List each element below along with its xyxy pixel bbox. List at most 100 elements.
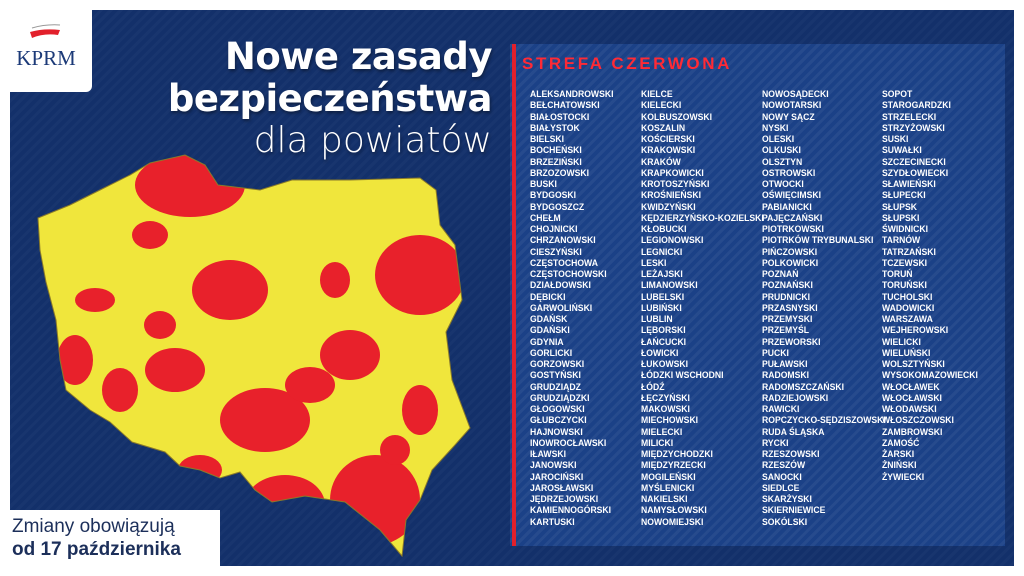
list-item: NAMYSŁOWSKI: [641, 505, 707, 517]
list-item: BYDGOSKI: [530, 190, 577, 202]
list-item: RADOMSZCZAŃSKI: [762, 381, 845, 393]
list-item: BRZOZOWSKI: [530, 167, 590, 179]
list-item: WŁOCŁAWEK: [882, 381, 940, 393]
list-item: SZCZECINECKI: [882, 156, 946, 168]
list-item: KRAKÓW: [641, 156, 681, 168]
list-item: WADOWICKI: [882, 302, 935, 314]
list-item: SZYDŁOWIECKI: [882, 167, 949, 179]
list-item: PRZEMYŚL: [762, 325, 810, 337]
list-item: CIESZYŃSKI: [530, 246, 582, 258]
red-accent-bar: [512, 44, 516, 546]
list-item: OTWOCKI: [762, 179, 804, 190]
list-item: SUWAŁKI: [882, 145, 922, 157]
list-item: RZESZÓW: [762, 460, 806, 472]
list-item: CZĘSTOCHOWA: [530, 257, 598, 269]
list-item: GŁUBCZYCKI: [530, 415, 587, 427]
polish-flag-icon: [30, 24, 61, 38]
list-item: KOSZALIN: [641, 122, 686, 134]
list-item: WŁOSZCZOWSKI: [882, 415, 954, 427]
list-item: LUBIŃSKI: [641, 302, 682, 314]
list-item: NOWOSĄDECKI: [762, 89, 829, 100]
red-zone-list-panel: [510, 44, 1005, 546]
map-yellow-zone: [38, 155, 470, 556]
list-item: ROPCZYCKO-SĘDZISZOWSKI: [762, 415, 886, 427]
list-item: OLSZTYN: [762, 156, 803, 168]
list-item: JAROCIŃSKI: [530, 471, 584, 483]
list-item: PRZEMYSKI: [762, 314, 813, 325]
list-item: LESKI: [641, 257, 667, 269]
list-item: STAROGARDZKI: [882, 100, 951, 112]
list-item: KAMIENNOGÓRSKI: [530, 505, 612, 517]
list-item: NYSKI: [762, 122, 789, 134]
logo-text: KPRM: [16, 46, 76, 70]
list-item: PABIANICKI: [762, 201, 812, 213]
list-item: PAJĘCZAŃSKI: [762, 212, 823, 224]
list-item: GORLICKI: [530, 347, 573, 359]
list-item: WOLSZTYŃSKI: [882, 359, 945, 370]
list-item: KIELECKI: [641, 100, 682, 112]
list-item: LEGNICKI: [641, 246, 683, 258]
list-item: BIELSKI: [530, 134, 565, 145]
list-item: SŁUPSKI: [882, 212, 920, 224]
footer-note: Zmiany obowiązują od 17 października: [0, 510, 220, 566]
list-column-2: KIELCE KIELECKI KOLBUSZOWSKI KOSZALIN KOŚCIE…: [641, 89, 777, 528]
list-item: SOKÓLSKI: [762, 516, 808, 528]
list-item: TORUŃSKI: [882, 280, 927, 292]
list-item: PIOTRKOWSKI: [762, 224, 824, 235]
list-item: WIELICKI: [882, 336, 921, 348]
list-item: MIĘDZYCHODZKI: [641, 449, 713, 460]
list-item: SŁUPECKI: [882, 190, 926, 202]
list-item: LIMANOWSKI: [641, 280, 698, 292]
footer-line-1: Zmiany obowiązują: [12, 516, 175, 537]
kprm-logo: KPRM: [0, 0, 92, 92]
list-item: INOWROCŁAWSKI: [530, 437, 607, 449]
list-item: WIELUŃSKI: [882, 347, 931, 359]
list-item: ŻARSKI: [882, 449, 915, 460]
list-item: SŁUPSK: [882, 201, 918, 213]
list-item: TUCHOLSKI: [882, 291, 933, 303]
list-item: PRUDNICKI: [762, 291, 810, 303]
list-item: DZIAŁDOWSKI: [530, 280, 591, 292]
list-item: ŁOWICKI: [641, 347, 679, 359]
list-item: LUBLIN: [641, 314, 673, 325]
list-item: ŁĘCZYŃSKI: [641, 392, 690, 404]
list-item: OLESKI: [762, 134, 795, 145]
list-item: KŁOBUCKI: [641, 224, 687, 235]
list-item: WŁOCŁAWSKI: [882, 392, 942, 404]
list-item: MAKOWSKI: [641, 404, 690, 415]
list-item: GRUDZIĄDZKI: [530, 392, 590, 404]
list-item: ALEKSANDROWSKI: [530, 89, 614, 100]
list-item: KWIDZYŃSKI: [641, 201, 696, 213]
list-title: STREFA CZERWONA: [522, 54, 732, 73]
list-item: SKARŻYSKI: [762, 494, 812, 505]
list-item: PRZASNYSKI: [762, 302, 818, 314]
list-item: RUDA ŚLĄSKA: [762, 426, 825, 438]
list-item: RAWICKI: [762, 404, 800, 415]
list-item: LEŻAJSKI: [641, 269, 683, 280]
list-item: KARTUSKI: [530, 516, 575, 528]
list-item: RADOMSKI: [762, 370, 810, 382]
list-item: CHOJNICKI: [530, 224, 578, 235]
list-item: PIŃCZOWSKI: [762, 246, 818, 258]
list-item: BIAŁYSTOK: [530, 122, 580, 134]
list-item: WYSOKOMAZOWIECKI: [882, 370, 978, 382]
list-item: GORZOWSKI: [530, 359, 585, 370]
list-item: WARSZAWA: [882, 314, 933, 325]
list-item: RYCKI: [762, 437, 789, 449]
list-item: IŁAWSKI: [530, 449, 566, 460]
list-item: SKIERNIEWICE: [762, 505, 826, 517]
list-item: STRZELECKI: [882, 111, 937, 123]
list-item: KRAPKOWICKI: [641, 167, 704, 179]
list-item: CHEŁM: [530, 212, 561, 224]
list-item: POZNAŃ: [762, 269, 799, 280]
list-item: ŁÓDZKI WSCHODNI: [641, 370, 724, 382]
page-title: Nowe zasady bezpieczeństwa dla powiatów: [168, 36, 493, 162]
list-item: SUSKI: [882, 134, 909, 145]
list-item: KĘDZIERZYŃSKO-KOZIELSKI: [641, 212, 764, 224]
list-item: RZESZOWSKI: [762, 449, 820, 460]
list-item: MYŚLENICKI: [641, 482, 695, 494]
list-item: LUBELSKI: [641, 291, 685, 303]
list-column-1: ALEKSANDROWSKI BEŁCHATOWSKI BIAŁOSTOCKI BIA…: [530, 89, 623, 528]
list-item: MIECHOWSKI: [641, 415, 699, 427]
list-item: KRAKOWSKI: [641, 145, 696, 157]
